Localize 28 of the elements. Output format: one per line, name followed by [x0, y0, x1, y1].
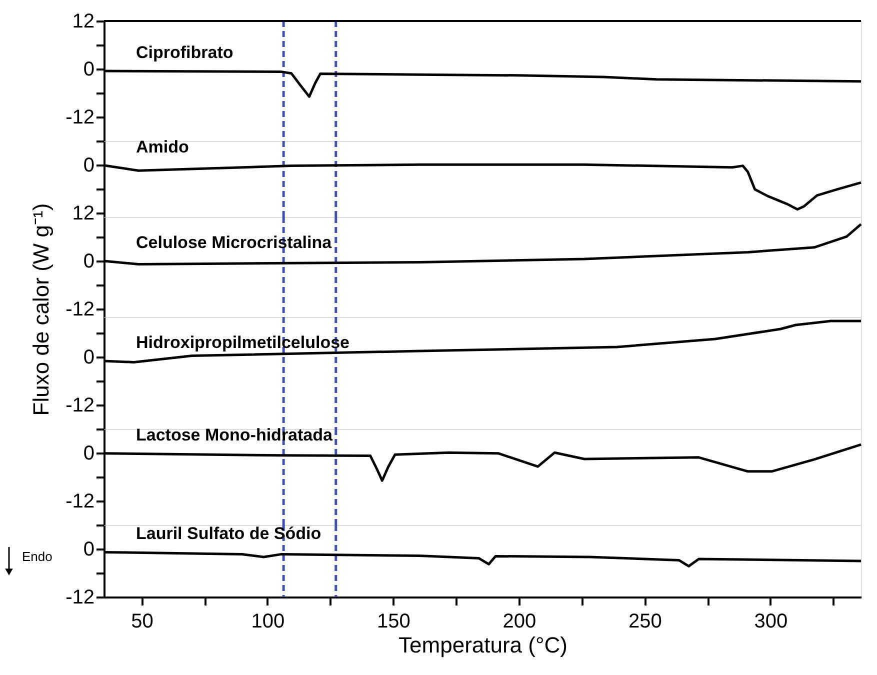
y-tick-label: 0 — [83, 538, 94, 560]
y-tick-label: -12 — [66, 586, 94, 608]
series-label: Lauril Sulfato de Sódio — [136, 524, 322, 544]
y-axis-title: Fluxo de calor (W g⁻¹) — [28, 203, 54, 416]
y-tick-label: 0 — [83, 58, 94, 80]
y-tick-label: -12 — [66, 106, 94, 128]
y-tick-label: 0 — [83, 346, 94, 368]
series-label: Ciprofibrato — [136, 43, 234, 62]
y-tick-label: 0 — [83, 250, 94, 272]
series-label: Hidroxipropilmetilcelulose — [136, 333, 350, 352]
y-tick-label: -12 — [66, 394, 94, 416]
x-tick-label: 250 — [628, 610, 662, 632]
y-tick-label: 12 — [72, 10, 94, 32]
x-tick-label: 200 — [502, 610, 536, 632]
y-tick-label: 12 — [72, 202, 94, 224]
series-label: Celulose Microcristalina — [136, 233, 332, 252]
x-tick-label: 50 — [131, 610, 154, 632]
y-tick-label: -12 — [66, 298, 94, 320]
y-tick-label: -12 — [66, 490, 94, 512]
series-label: Lactose Mono-hidratada — [136, 425, 334, 444]
y-tick-label: 0 — [83, 154, 94, 176]
x-tick-label: 150 — [377, 610, 410, 632]
series-label: Amido — [136, 137, 189, 156]
x-axis-title: Temperatura (°C) — [398, 632, 568, 658]
y-tick-label: 0 — [83, 442, 94, 464]
x-tick-label: 100 — [251, 610, 285, 632]
text: Endo — [22, 549, 52, 564]
x-tick-label: 300 — [754, 610, 788, 632]
